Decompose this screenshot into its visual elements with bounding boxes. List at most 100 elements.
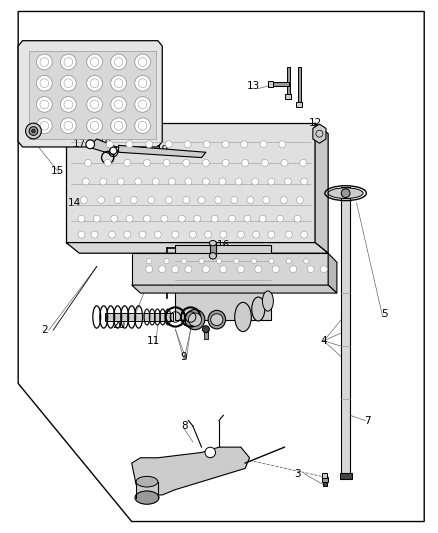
Bar — [296, 102, 302, 107]
Text: 5: 5 — [381, 309, 388, 319]
Circle shape — [36, 75, 52, 91]
Circle shape — [259, 215, 266, 222]
Circle shape — [87, 96, 102, 112]
Circle shape — [178, 215, 185, 222]
Circle shape — [78, 215, 85, 222]
Polygon shape — [315, 123, 328, 253]
Circle shape — [144, 159, 150, 166]
Circle shape — [269, 259, 274, 264]
Circle shape — [165, 141, 172, 148]
Circle shape — [87, 118, 102, 134]
Text: 18: 18 — [99, 139, 112, 149]
Circle shape — [60, 118, 76, 134]
Polygon shape — [132, 447, 250, 495]
Text: 10: 10 — [138, 278, 152, 287]
Text: 3: 3 — [294, 469, 301, 479]
Text: 11: 11 — [147, 336, 160, 346]
Circle shape — [135, 96, 150, 112]
Text: 17: 17 — [73, 139, 86, 149]
Text: 16: 16 — [217, 240, 230, 251]
Circle shape — [268, 231, 275, 238]
Circle shape — [111, 96, 127, 112]
Circle shape — [320, 265, 327, 273]
Circle shape — [139, 231, 146, 238]
Circle shape — [279, 141, 286, 148]
Circle shape — [147, 259, 152, 264]
Text: 4: 4 — [321, 336, 327, 346]
Circle shape — [220, 265, 227, 273]
Text: 19: 19 — [155, 144, 169, 155]
Polygon shape — [18, 41, 162, 147]
Text: 7: 7 — [364, 416, 371, 425]
Ellipse shape — [209, 240, 216, 246]
Bar — [269, 82, 289, 86]
Polygon shape — [29, 51, 155, 139]
Circle shape — [189, 231, 196, 238]
Ellipse shape — [209, 253, 216, 259]
Circle shape — [60, 96, 76, 112]
Circle shape — [181, 259, 187, 264]
Circle shape — [172, 265, 179, 273]
Circle shape — [229, 215, 236, 222]
Circle shape — [82, 178, 89, 185]
Bar — [287, 67, 290, 96]
Circle shape — [263, 197, 270, 204]
Circle shape — [100, 178, 107, 185]
Circle shape — [111, 54, 127, 70]
Circle shape — [277, 215, 284, 222]
Circle shape — [202, 159, 209, 166]
Circle shape — [124, 231, 131, 238]
Circle shape — [252, 178, 259, 185]
Bar — [341, 187, 350, 477]
Polygon shape — [66, 243, 328, 253]
Ellipse shape — [135, 491, 159, 504]
Circle shape — [290, 265, 297, 273]
Text: 6: 6 — [198, 288, 205, 298]
Circle shape — [184, 141, 191, 148]
Circle shape — [86, 140, 95, 149]
Circle shape — [281, 159, 288, 166]
Bar — [106, 313, 173, 321]
Polygon shape — [328, 253, 337, 293]
Text: 20: 20 — [112, 320, 125, 330]
Circle shape — [202, 178, 209, 185]
Circle shape — [163, 159, 170, 166]
Circle shape — [146, 141, 152, 148]
Ellipse shape — [252, 297, 265, 321]
Circle shape — [222, 141, 229, 148]
Circle shape — [135, 178, 142, 185]
Circle shape — [85, 159, 92, 166]
Circle shape — [60, 75, 76, 91]
Circle shape — [159, 265, 166, 273]
Polygon shape — [132, 285, 337, 293]
Circle shape — [109, 231, 116, 238]
Circle shape — [261, 159, 268, 166]
Circle shape — [114, 197, 121, 204]
Circle shape — [247, 197, 254, 204]
Circle shape — [242, 159, 249, 166]
Circle shape — [216, 259, 222, 264]
Circle shape — [202, 326, 209, 333]
Circle shape — [164, 259, 169, 264]
Circle shape — [307, 265, 314, 273]
Circle shape — [161, 215, 168, 222]
Circle shape — [300, 159, 307, 166]
Circle shape — [91, 231, 98, 238]
Ellipse shape — [262, 291, 273, 311]
Circle shape — [280, 197, 287, 204]
Circle shape — [237, 231, 244, 238]
Circle shape — [268, 178, 275, 185]
Circle shape — [135, 118, 150, 134]
Circle shape — [203, 141, 210, 148]
Bar — [286, 94, 291, 99]
Polygon shape — [132, 253, 328, 285]
Circle shape — [285, 178, 291, 185]
Ellipse shape — [188, 313, 201, 326]
Circle shape — [29, 127, 38, 135]
Polygon shape — [119, 146, 206, 158]
Circle shape — [194, 215, 201, 222]
Circle shape — [87, 141, 94, 148]
Circle shape — [135, 75, 150, 91]
Circle shape — [260, 141, 267, 148]
Ellipse shape — [136, 477, 158, 487]
